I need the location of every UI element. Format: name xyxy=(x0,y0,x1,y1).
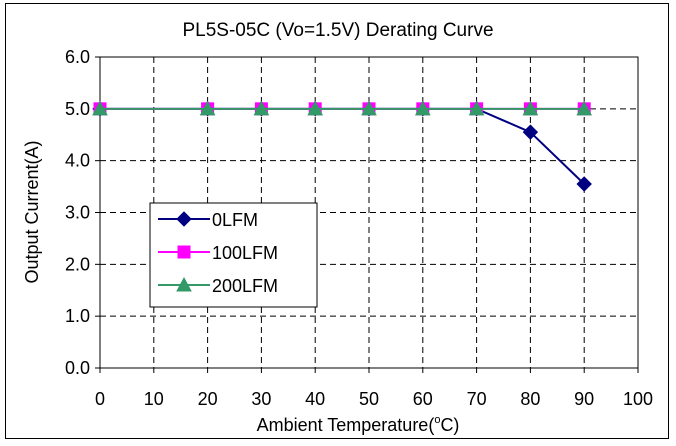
series-line xyxy=(100,107,585,185)
x-tick-label: 60 xyxy=(413,389,433,409)
data-point xyxy=(522,100,539,116)
data-point xyxy=(92,100,108,116)
y-tick-label: 1.0 xyxy=(65,306,90,326)
y-axis-label: Output Current(A) xyxy=(22,140,42,283)
data-point xyxy=(522,124,539,140)
series-0LFM xyxy=(92,101,592,192)
legend: 0LFM 100LFM 200LFM xyxy=(149,202,318,308)
x-axis: 0 10 20 30 40 50 60 70 80 90 100 xyxy=(95,368,653,409)
y-tick-label: 2.0 xyxy=(65,254,90,274)
x-tick-label: 70 xyxy=(467,389,487,409)
x-tick-label: 50 xyxy=(359,389,379,409)
chart-frame xyxy=(5,3,669,439)
y-tick-label: 6.0 xyxy=(65,47,90,67)
data-point xyxy=(576,100,593,116)
x-tick-label: 100 xyxy=(623,389,653,409)
legend-label: 100LFM xyxy=(212,243,278,263)
y-tick-label: 5.0 xyxy=(65,99,90,119)
chart-title: PL5S-05C (Vo=1.5V) Derating Curve xyxy=(182,20,493,41)
data-point xyxy=(307,100,324,116)
x-tick-label: 20 xyxy=(198,389,218,409)
x-tick-label: 0 xyxy=(95,389,105,409)
x-tick-label: 40 xyxy=(305,389,325,409)
series-layer xyxy=(92,100,593,192)
x-tick-label: 80 xyxy=(520,389,540,409)
x-axis-label: Ambient Temperature(oC) xyxy=(257,414,460,435)
legend-marker xyxy=(177,245,191,259)
data-point xyxy=(468,100,485,116)
y-tick-label: 4.0 xyxy=(65,151,90,171)
legend-label: 200LFM xyxy=(212,276,278,296)
series-200LFM xyxy=(92,100,593,116)
data-point xyxy=(361,100,377,116)
data-point xyxy=(414,100,431,116)
data-point xyxy=(253,100,270,116)
legend-marker xyxy=(176,276,192,292)
legend-marker xyxy=(176,211,192,227)
x-tick-label: 10 xyxy=(144,389,164,409)
y-tick-label: 3.0 xyxy=(65,203,90,223)
x-tick-label: 30 xyxy=(251,389,271,409)
data-point xyxy=(199,100,216,116)
y-axis: 0.0 1.0 2.0 3.0 4.0 5.0 6.0 xyxy=(65,47,100,378)
y-tick-label: 0.0 xyxy=(65,358,90,378)
data-point xyxy=(576,176,592,192)
x-tick-label: 90 xyxy=(574,389,594,409)
legend-label: 0LFM xyxy=(212,210,258,230)
